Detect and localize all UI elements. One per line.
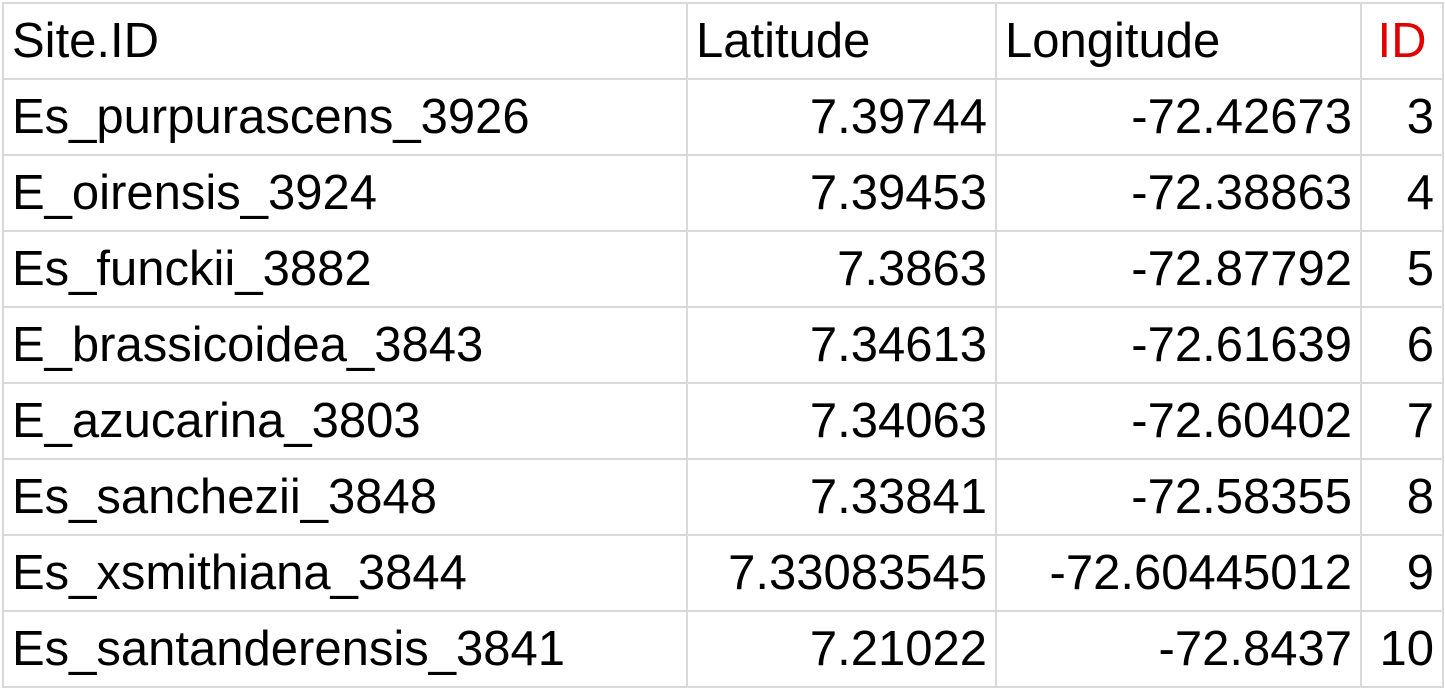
- cell-longitude[interactable]: -72.38863: [995, 154, 1362, 232]
- cell-id[interactable]: 7: [1360, 382, 1444, 460]
- cell-latitude[interactable]: 7.33083545: [686, 534, 997, 612]
- cell-longitude[interactable]: -72.60445012: [995, 534, 1362, 612]
- header-latitude[interactable]: Latitude: [686, 2, 997, 80]
- cell-latitude[interactable]: 7.3863: [686, 230, 997, 308]
- table-body: Es_purpurascens_3926 7.39744 -72.42673 3 E_o…: [2, 78, 1444, 688]
- cell-id[interactable]: 6: [1360, 306, 1444, 384]
- cell-longitude[interactable]: -72.8437: [995, 610, 1362, 688]
- cell-site-id[interactable]: E_brassicoidea_3843: [2, 306, 688, 384]
- cell-latitude[interactable]: 7.39453: [686, 154, 997, 232]
- header-longitude[interactable]: Longitude: [995, 2, 1362, 80]
- table-row: Es_sanchezii_3848 7.33841 -72.58355 8: [2, 458, 1444, 536]
- table-row: E_brassicoidea_3843 7.34613 -72.61639 6: [2, 306, 1444, 384]
- cell-longitude[interactable]: -72.61639: [995, 306, 1362, 384]
- cell-id[interactable]: 3: [1360, 78, 1444, 156]
- table-row: E_oirensis_3924 7.39453 -72.38863 4: [2, 154, 1444, 232]
- cell-latitude[interactable]: 7.34063: [686, 382, 997, 460]
- header-row: Site.ID Latitude Longitude ID: [2, 2, 1444, 80]
- cell-latitude[interactable]: 7.34613: [686, 306, 997, 384]
- cell-latitude[interactable]: 7.21022: [686, 610, 997, 688]
- header-id[interactable]: ID: [1360, 2, 1444, 80]
- cell-site-id[interactable]: Es_sanchezii_3848: [2, 458, 688, 536]
- cell-id[interactable]: 9: [1360, 534, 1444, 612]
- table-row: Es_funckii_3882 7.3863 -72.87792 5: [2, 230, 1444, 308]
- cell-id[interactable]: 10: [1360, 610, 1444, 688]
- header-site-id[interactable]: Site.ID: [2, 2, 688, 80]
- cell-site-id[interactable]: E_oirensis_3924: [2, 154, 688, 232]
- cell-site-id[interactable]: Es_xsmithiana_3844: [2, 534, 688, 612]
- cell-latitude[interactable]: 7.33841: [686, 458, 997, 536]
- cell-id[interactable]: 4: [1360, 154, 1444, 232]
- cell-id[interactable]: 8: [1360, 458, 1444, 536]
- cell-longitude[interactable]: -72.58355: [995, 458, 1362, 536]
- cell-site-id[interactable]: E_azucarina_3803: [2, 382, 688, 460]
- cell-longitude[interactable]: -72.60402: [995, 382, 1362, 460]
- cell-site-id[interactable]: Es_purpurascens_3926: [2, 78, 688, 156]
- cell-site-id[interactable]: Es_santanderensis_3841: [2, 610, 688, 688]
- cell-latitude[interactable]: 7.39744: [686, 78, 997, 156]
- cell-longitude[interactable]: -72.42673: [995, 78, 1362, 156]
- table-row: Es_santanderensis_3841 7.21022 -72.8437 10: [2, 610, 1444, 688]
- cell-longitude[interactable]: -72.87792: [995, 230, 1362, 308]
- table-row: Es_purpurascens_3926 7.39744 -72.42673 3: [2, 78, 1444, 156]
- cell-site-id[interactable]: Es_funckii_3882: [2, 230, 688, 308]
- cell-id[interactable]: 5: [1360, 230, 1444, 308]
- table-row: Es_xsmithiana_3844 7.33083545 -72.60445012…: [2, 534, 1444, 612]
- table-row: E_azucarina_3803 7.34063 -72.60402 7: [2, 382, 1444, 460]
